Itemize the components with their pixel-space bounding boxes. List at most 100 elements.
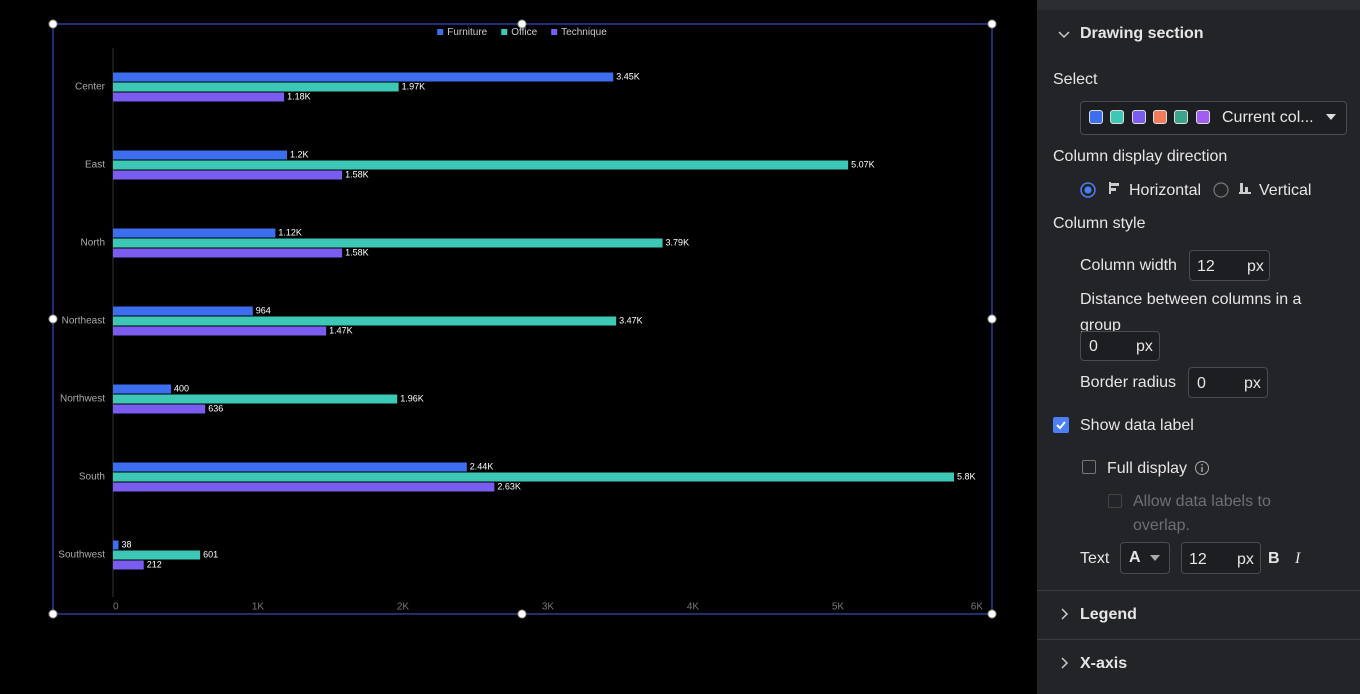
bar [113,92,285,102]
label: Text [1080,550,1110,567]
section-header[interactable]: Legend [1080,606,1137,623]
radio-on[interactable] [1079,181,1097,199]
chart: 0 1K 2K 3K 4K 5K 6K Center 3.45K 1.97K 1.18K East 1.… [48,19,997,619]
bar [113,248,343,258]
category-label: North [81,238,105,249]
bar [113,82,399,92]
caret [1150,555,1160,561]
bar [113,384,171,394]
data-label: 601 [203,549,218,559]
x-tick-label: 5K [832,602,845,613]
data-label: 1.18K [287,91,311,101]
palette-swatch [1174,110,1189,124]
bar [113,404,206,414]
data-label: 3.47K [619,315,643,325]
data-label: 1.58K [345,247,369,257]
resize-handle[interactable] [517,609,527,619]
data-label: 1.47K [329,325,353,335]
chevron [1058,31,1070,39]
checkbox-disabled [1108,494,1122,508]
input[interactable] [1080,331,1160,361]
checkbox[interactable] [1082,460,1096,474]
option[interactable]: Horizontal [1129,182,1202,199]
legend: Furniture Office Technique [437,27,607,38]
checkbox-on[interactable] [1053,417,1069,433]
section-header[interactable]: X-axis [1080,655,1128,672]
icon [1239,183,1251,194]
bar [113,462,467,472]
chevron [1061,608,1069,620]
input[interactable] [1189,250,1270,281]
label: Column display direction [1053,148,1228,165]
resize-handle[interactable] [987,314,997,324]
palette-dropdown[interactable] [1080,101,1347,135]
data-label: 1.96K [400,393,424,403]
unit: px [1136,338,1153,355]
unit: px [1244,375,1261,392]
data-label: 400 [174,383,189,393]
bar [113,550,201,560]
x-tick-label: 6K [971,602,984,613]
label: Distance between columns in a group [1080,291,1302,334]
input-value: 12 [1189,551,1207,568]
separator [1037,639,1360,640]
data-label: 1.12K [278,227,302,237]
resize-handle[interactable] [48,19,58,29]
bar [113,326,327,336]
palette-swatch [1152,110,1167,124]
settings-panel: Drawing section Select Current col... Co… [1037,0,1360,694]
x-tick-label: 0 [113,602,119,613]
data-label: 964 [256,305,271,315]
category-label: Northwest [60,394,105,405]
bold-button[interactable]: B [1268,550,1280,567]
caret [1326,114,1336,120]
resize-handle[interactable] [987,609,997,619]
data-label: 1.97K [402,81,426,91]
data-label: 5.07K [851,159,875,169]
unit: px [1247,258,1264,275]
data-label: 2.44K [470,461,494,471]
x-tick-label: 4K [687,602,700,613]
unit: px [1237,551,1254,568]
input-value: 0 [1089,338,1098,355]
input[interactable] [1181,542,1261,574]
resize-handle[interactable] [987,19,997,29]
bar [113,472,954,482]
font-dropdown[interactable] [1120,542,1170,574]
info-icon [1195,461,1209,475]
label: Column width [1080,257,1177,274]
legend-label: Furniture [447,27,487,38]
palette-name: Current col... [1222,109,1314,126]
input[interactable] [1188,367,1268,398]
bar [113,560,144,570]
radio-off[interactable] [1212,181,1230,199]
palette-swatch [1195,110,1210,124]
resize-handle[interactable] [48,609,58,619]
bar [113,306,253,316]
x-tick-label: 1K [252,602,265,613]
data-label: 1.58K [345,169,369,179]
label: Allow data labels to overlap. [1133,493,1271,534]
category-label: East [85,160,105,171]
x-tick-label: 2K [397,602,410,613]
bar [113,170,343,180]
input-value: 0 [1197,375,1206,392]
legend-label: Office [511,27,537,38]
resize-handle[interactable] [48,314,58,324]
category-label: Northeast [62,316,106,327]
option[interactable]: Vertical [1259,182,1312,199]
italic-button[interactable]: I [1295,550,1301,567]
resize-handle[interactable] [517,19,527,29]
bar [113,316,617,326]
bar [113,72,614,82]
bar [113,150,287,160]
data-label: 636 [208,403,223,413]
category-label: Southwest [58,550,105,561]
legend-label: Technique [561,27,607,38]
separator [1037,590,1360,591]
bar [113,160,849,170]
bar [113,540,119,550]
section-title[interactable]: Drawing section [1080,25,1204,42]
bar [113,238,663,248]
bar [113,482,495,492]
